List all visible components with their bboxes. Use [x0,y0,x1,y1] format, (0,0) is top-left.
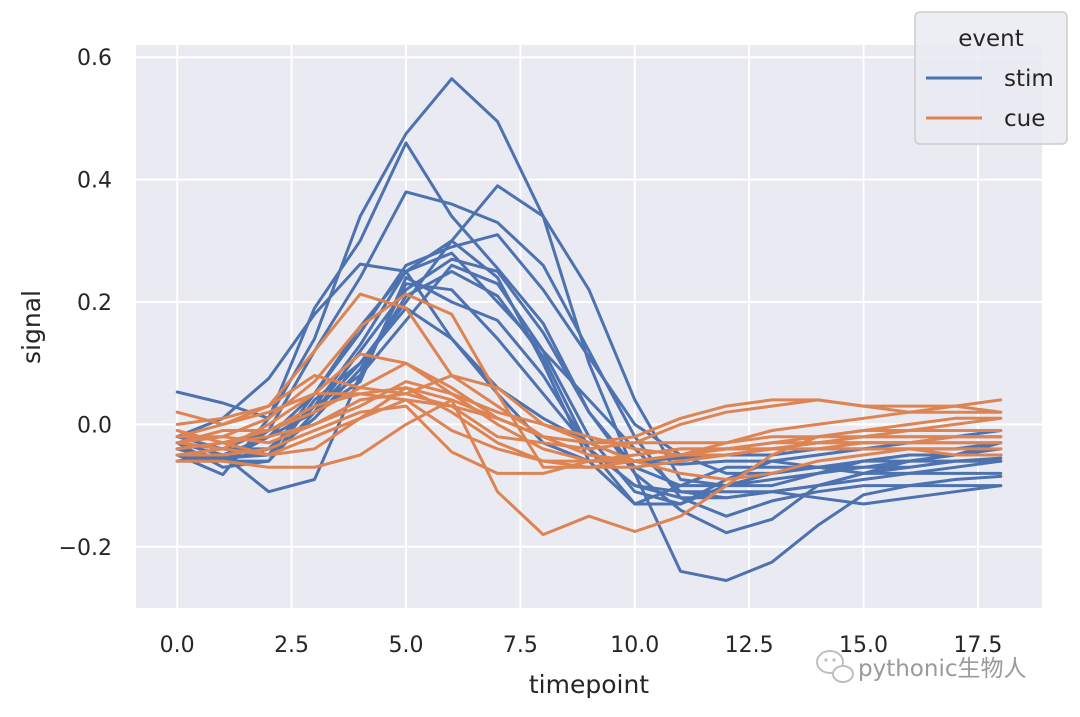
y-axis-label: signal [17,290,46,364]
legend-frame [914,11,1068,145]
series-line-cue [175,398,1003,469]
legend: event stim cue [914,11,1068,145]
wechat-icon [816,650,854,683]
y-tick-label: 0.2 [77,291,112,316]
y-tick-label: −0.2 [59,536,112,561]
x-tick-labels: 0.0 2.5 5.0 7.5 10.0 12.5 15.0 17.5 [160,633,1003,658]
x-tick-label: 12.5 [725,633,774,658]
x-tick-label: 10.0 [610,633,659,658]
legend-label-stim: stim [1004,66,1054,92]
x-tick-label: 5.0 [388,633,423,658]
x-tick-label: 17.5 [953,633,1002,658]
x-axis-label: timepoint [529,670,649,699]
x-tick-label: 15.0 [839,633,888,658]
legend-title: event [958,26,1024,52]
x-tick-label: 0.0 [160,633,195,658]
y-tick-labels: −0.2 0.0 0.2 0.4 0.6 [59,46,112,561]
grid [136,45,1042,608]
y-tick-label: 0.6 [77,46,112,71]
series-line-cue [175,386,1003,445]
series-line-cue [175,404,1003,475]
watermark: pythonic生物人 [816,650,1027,683]
x-tick-label: 2.5 [274,633,309,658]
watermark-text: pythonic生物人 [858,656,1027,682]
series-lines [175,77,1003,582]
series-line-cue [175,380,1003,457]
legend-label-cue: cue [1004,106,1045,132]
y-tick-label: 0.0 [77,413,112,438]
y-tick-label: 0.4 [77,169,112,194]
x-tick-label: 7.5 [503,633,538,658]
plot-background [136,45,1042,608]
